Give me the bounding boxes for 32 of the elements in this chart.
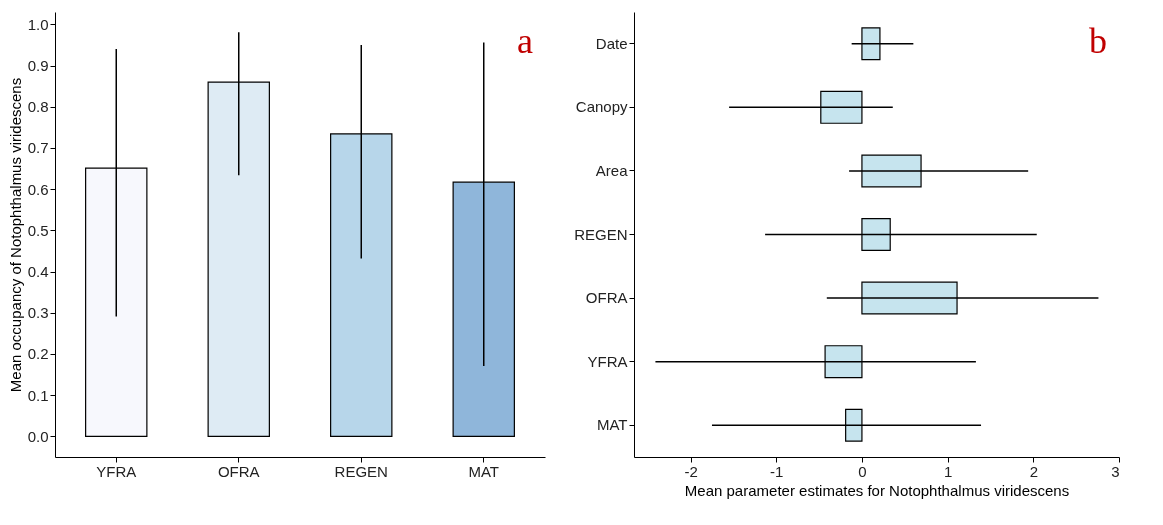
x-tick-label: 1 bbox=[943, 462, 953, 480]
y-tick-label: Area bbox=[595, 161, 629, 179]
y-tick-label: 0.3 bbox=[27, 304, 49, 322]
y-tick-label: MAT bbox=[596, 416, 628, 434]
x-tick-label: 2 bbox=[1029, 462, 1038, 480]
y-tick-label: OFRA bbox=[585, 289, 628, 307]
x-tick-label: -1 bbox=[770, 462, 784, 480]
y-tick-label: 0.2 bbox=[27, 345, 49, 363]
x-tick-label: YFRA bbox=[96, 462, 137, 480]
y-tick-label: 0.4 bbox=[27, 263, 49, 281]
x-tick-label: 0 bbox=[858, 462, 867, 480]
y-tick-label: 0.5 bbox=[27, 221, 49, 239]
y-tick-label: Canopy bbox=[575, 98, 628, 116]
y-tick-label: 0.8 bbox=[27, 98, 49, 116]
y-tick-label: 0.0 bbox=[27, 427, 49, 445]
annotation: a bbox=[517, 21, 534, 61]
x-tick-label: OFRA bbox=[217, 462, 260, 480]
y-tick-label: Date bbox=[595, 34, 628, 52]
x-tick-label: -2 bbox=[684, 462, 698, 480]
x-tick-label: MAT bbox=[468, 462, 500, 480]
x-axis-title: Mean parameter estimates for Notophthalmus viridescens bbox=[684, 481, 1070, 499]
y-tick-label: 0.9 bbox=[27, 57, 49, 75]
y-tick-label: 0.1 bbox=[27, 386, 49, 404]
annotation: b bbox=[1089, 21, 1107, 61]
y-tick-label: 0.7 bbox=[27, 139, 49, 157]
y-tick-label: YFRA bbox=[587, 352, 628, 370]
x-tick-label: 3 bbox=[1111, 462, 1120, 480]
y-tick-label: 0.6 bbox=[27, 180, 49, 198]
x-tick-label: REGEN bbox=[334, 462, 388, 480]
y-axis-title: Mean occupancy of Notophthalmus viridescens bbox=[6, 77, 24, 393]
y-tick-label: 1.0 bbox=[27, 15, 49, 33]
y-tick-label: REGEN bbox=[574, 225, 628, 243]
